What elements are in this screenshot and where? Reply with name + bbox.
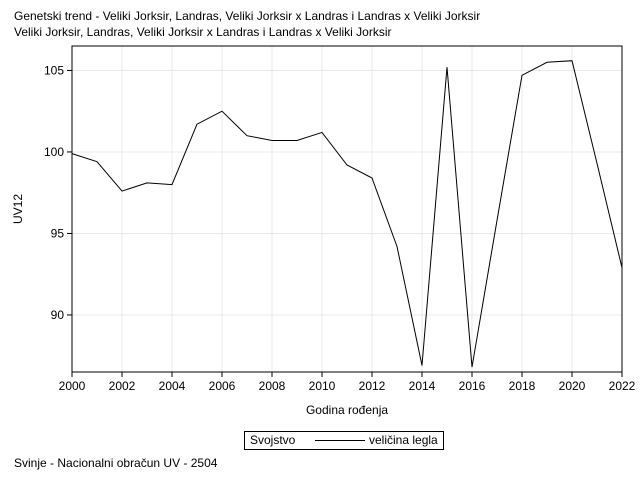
y-axis-label: UV12 [11, 194, 25, 224]
legend-title: Svojstvo [250, 433, 296, 447]
x-tick-label: 2000 [59, 379, 86, 393]
x-axis-ticks: 2000 2002 2004 2006 2008 2010 2012 2014 2016 2018… [59, 372, 636, 393]
x-tick-label: 2018 [509, 379, 536, 393]
series-line [71, 60, 623, 368]
y-tick-label: 100 [44, 145, 64, 159]
chart-subtitle: Veliki Jorksir, Landras, Veliki Jorksir … [14, 25, 392, 39]
legend: Svojstvo veličina legla [244, 431, 444, 450]
legend-entry: veličina legla [369, 433, 438, 447]
x-tick-label: 2004 [159, 379, 186, 393]
x-tick-label: 2006 [209, 379, 236, 393]
x-tick-label: 2020 [559, 379, 586, 393]
y-tick-label: 105 [44, 63, 64, 77]
legend-line-swatch [315, 440, 365, 441]
x-tick-label: 2010 [309, 379, 336, 393]
gridlines [71, 46, 623, 372]
x-tick-label: 2016 [459, 379, 486, 393]
footnote: Svinje - Nacionalni obračun UV - 2504 [14, 456, 218, 470]
x-axis-label: Godina rođenja [306, 403, 388, 417]
y-tick-label: 95 [51, 226, 65, 240]
chart-title: Genetski trend - Veliki Jorksir, Landras… [14, 9, 481, 23]
x-tick-label: 2012 [359, 379, 386, 393]
x-tick-label: 2022 [609, 379, 636, 393]
series-layer [71, 60, 623, 368]
plot-area [71, 45, 623, 373]
x-tick-label: 2014 [409, 379, 436, 393]
x-tick-label: 2002 [109, 379, 136, 393]
x-tick-label: 2008 [259, 379, 286, 393]
y-tick-label: 90 [51, 308, 65, 322]
y-axis-ticks: 90 95 100 105 [44, 63, 72, 322]
